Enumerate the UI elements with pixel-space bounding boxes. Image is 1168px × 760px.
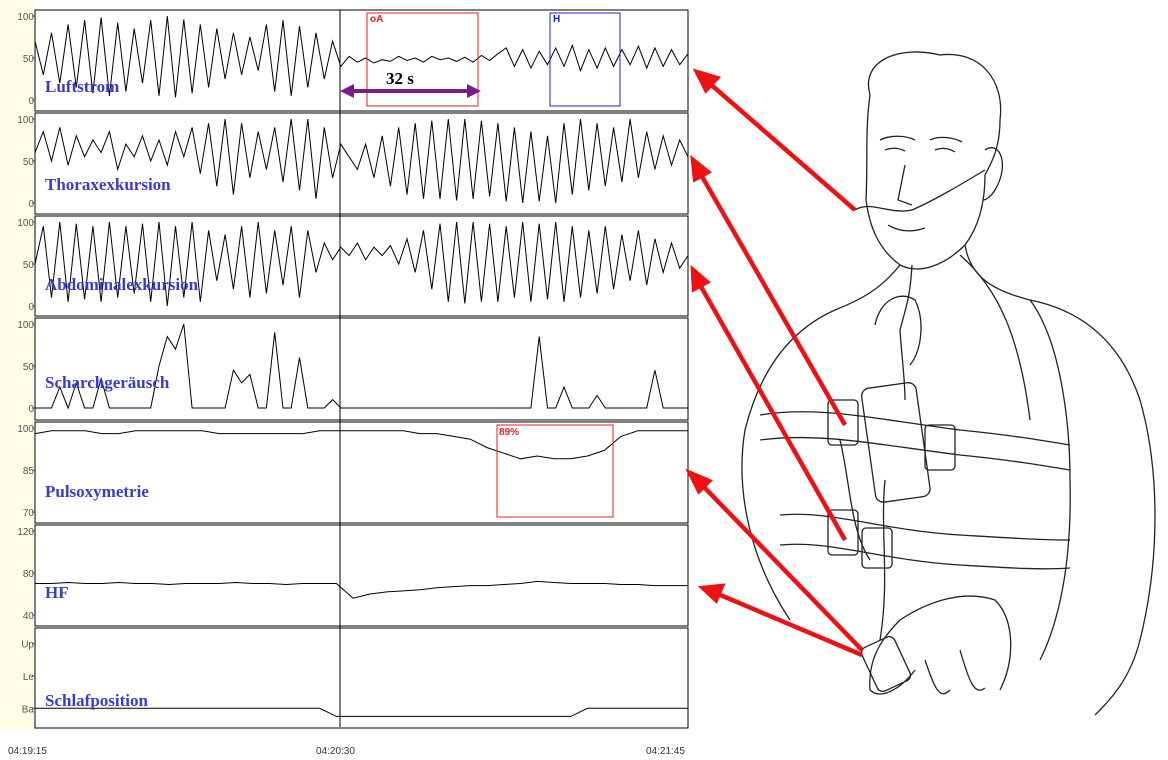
- y-tick-label: 50: [23, 157, 35, 168]
- y-tick-label: 0: [28, 96, 34, 107]
- y-tick-label: 80: [23, 569, 35, 580]
- signal-label: Scharchgeräusch: [45, 373, 170, 392]
- y-tick-label: Up: [21, 640, 34, 651]
- desaturation-label: 89%: [499, 427, 519, 438]
- apnea-label: oA: [370, 14, 383, 25]
- hypopnea-label: H: [553, 14, 560, 25]
- signal-label: Thoraxexkursion: [45, 175, 171, 194]
- signal-trace: [35, 16, 688, 98]
- signal-label: Abdominalexkursion: [45, 275, 199, 294]
- y-tick-label: 50: [23, 362, 35, 373]
- signal-label: Pulsoxymetrie: [45, 482, 149, 501]
- y-tick-label: 50: [23, 260, 35, 271]
- y-tick-label: 50: [23, 54, 35, 65]
- time-label: 04:19:15: [8, 746, 47, 757]
- signal-panels: 0 50 100 Luftstrom 0 50 100 Thoraxexkursion 0 50 1…: [17, 10, 688, 728]
- panel-frame: [35, 422, 688, 523]
- sensor-arrows: [690, 72, 862, 655]
- signal-trace: [35, 431, 688, 459]
- signal-label: Schlafposition: [45, 691, 149, 710]
- y-tick-label: 85: [23, 466, 35, 477]
- desaturation-box: [497, 425, 613, 517]
- arrow-head: [340, 84, 354, 98]
- y-tick-label: 100: [17, 424, 34, 435]
- panel-frame: [35, 525, 688, 626]
- y-tick-label: 120: [17, 527, 34, 538]
- signal-label: Luftstrom: [45, 77, 119, 96]
- y-tick-label: Ba: [22, 704, 35, 715]
- y-tick-label: 40: [23, 611, 35, 622]
- signal-trace: [35, 581, 688, 598]
- time-label: 04:21:45: [646, 746, 685, 757]
- signal-label: HF: [45, 583, 69, 602]
- y-tick-label: 100: [17, 218, 34, 229]
- y-tick-label: 0: [28, 199, 34, 210]
- time-label: 04:20:30: [316, 746, 355, 757]
- panel-frame: [35, 113, 688, 214]
- y-tick-label: 0: [28, 302, 34, 313]
- y-tick-label: 0: [28, 404, 34, 415]
- panel-frame: [35, 216, 688, 316]
- y-tick-label: 100: [17, 12, 34, 23]
- y-tick-label: 100: [17, 320, 34, 331]
- signal-trace: [35, 324, 688, 408]
- panel-frame: [35, 628, 688, 728]
- patient-drawing: [742, 52, 1155, 715]
- duration-label: 32 s: [386, 69, 414, 88]
- y-tick-label: Le: [23, 672, 35, 683]
- arrow-head: [467, 84, 481, 98]
- y-tick-label: 100: [17, 115, 34, 126]
- figure: 0 50 100 Luftstrom 0 50 100 Thoraxexkursion 0 50 1…: [0, 0, 1168, 760]
- panel-frame: [35, 318, 688, 420]
- y-tick-label: 70: [23, 508, 35, 519]
